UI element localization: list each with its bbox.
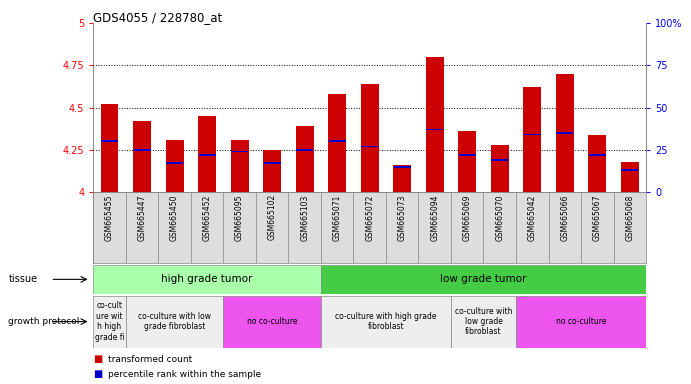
Bar [296,126,314,192]
Bar [589,154,606,156]
Bar [361,146,378,147]
Bar [263,150,281,192]
Text: GSM665072: GSM665072 [365,194,375,240]
Text: no co-culture: no co-culture [247,317,297,326]
Text: GDS4055 / 228780_at: GDS4055 / 228780_at [93,12,223,25]
Text: GSM665102: GSM665102 [267,194,276,240]
Text: co-cult
ure wit
h high
grade fi: co-cult ure wit h high grade fi [95,301,124,342]
Bar [93,296,126,348]
Bar [524,134,541,136]
Text: GSM665069: GSM665069 [463,194,472,241]
Bar [133,121,151,192]
Bar [231,151,248,152]
Bar [198,116,216,192]
Text: GSM665070: GSM665070 [495,194,504,241]
Bar [556,74,574,192]
Text: low grade tumor: low grade tumor [440,274,527,285]
Bar [459,154,475,156]
Bar [264,162,281,164]
Bar [394,166,410,167]
Text: ■: ■ [93,369,102,379]
Bar [166,140,184,192]
Text: transformed count: transformed count [108,354,193,364]
Bar [426,57,444,192]
Bar [491,145,509,192]
Bar [523,87,541,192]
Bar [101,141,118,142]
Bar [516,296,646,348]
Text: co-culture with low
grade fibroblast: co-culture with low grade fibroblast [138,312,211,331]
Bar [451,296,516,348]
Text: GSM665042: GSM665042 [528,194,537,240]
Bar [361,84,379,192]
Text: GSM665095: GSM665095 [235,194,244,241]
Text: GSM665452: GSM665452 [202,194,211,240]
Bar [93,265,321,294]
Text: GSM665066: GSM665066 [560,194,569,241]
Bar [426,129,443,130]
Text: ■: ■ [93,354,102,364]
Bar [491,159,509,161]
Text: growth protocol: growth protocol [8,317,79,326]
Text: GSM665447: GSM665447 [138,194,146,241]
Bar [588,134,606,192]
Bar [621,162,638,192]
Text: GSM665103: GSM665103 [300,194,309,240]
Text: GSM665067: GSM665067 [593,194,602,241]
Bar [126,296,223,348]
Text: GSM665068: GSM665068 [625,194,634,240]
Text: co-culture with
low grade
fibroblast: co-culture with low grade fibroblast [455,307,512,336]
Bar [198,154,216,156]
Bar [328,94,346,192]
Text: GSM665073: GSM665073 [398,194,407,241]
Text: GSM665455: GSM665455 [105,194,114,241]
Bar [166,162,183,164]
Bar [458,131,476,192]
Bar [101,104,118,192]
Bar [393,165,411,192]
Text: GSM665450: GSM665450 [170,194,179,241]
Bar [556,132,574,134]
Text: percentile rank within the sample: percentile rank within the sample [108,370,262,379]
Bar [133,149,151,151]
Bar [223,296,321,348]
Text: GSM665071: GSM665071 [332,194,341,240]
Text: no co-culture: no co-culture [556,317,606,326]
Text: tissue: tissue [8,274,37,285]
Bar [321,265,646,294]
Bar [231,140,249,192]
Text: high grade tumor: high grade tumor [162,274,253,285]
Bar [329,141,346,142]
Bar [296,149,313,151]
Bar [321,296,451,348]
Text: co-culture with high grade
fibroblast: co-culture with high grade fibroblast [335,312,437,331]
Bar [621,169,638,171]
Text: GSM665094: GSM665094 [430,194,439,241]
